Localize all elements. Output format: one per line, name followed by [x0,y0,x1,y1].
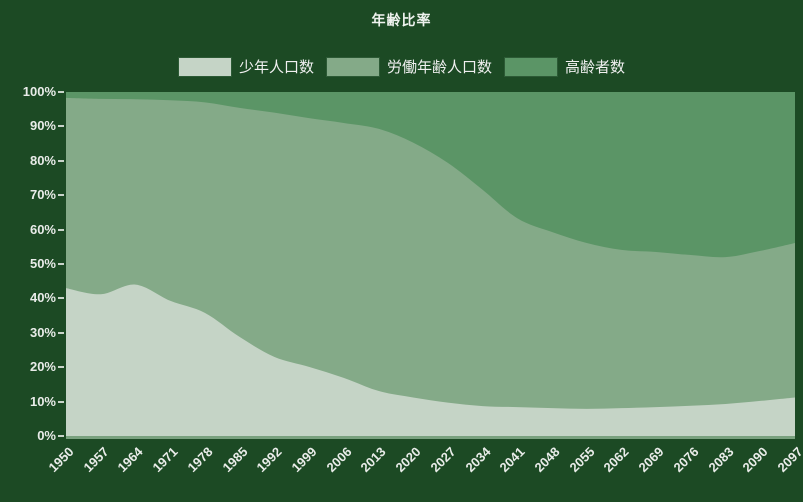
legend: 少年人口数 労働年齢人口数 高齢者数 [0,56,803,77]
x-axis-label: 1950 [45,444,77,476]
y-axis-label: 30% [29,324,56,340]
y-axis-tick [58,366,64,369]
y-axis-label: 50% [29,256,56,271]
x-axis-label: 2097 [774,444,803,476]
y-axis-tick [58,125,64,128]
y-axis-tick [58,331,64,334]
legend-item-elderly[interactable]: 高齢者数 [504,56,625,77]
y-axis-label: 40% [29,290,56,306]
x-axis-label: 2076 [670,444,702,476]
x-axis-label: 2083 [705,444,737,476]
y-axis-tick [58,435,64,437]
plot-area[interactable] [66,92,795,436]
x-axis-label: 2041 [496,444,528,476]
legend-item-working[interactable]: 労働年齢人口数 [325,56,492,77]
y-axis-tick [58,228,64,231]
y-axis-tick [58,194,64,197]
x-axis-label: 1964 [114,444,147,476]
x-axis-label: 2069 [635,444,667,476]
y-axis-label: 20% [29,359,56,375]
x-axis-line [66,436,795,439]
x-axis-label: 2055 [566,444,598,476]
x-axis-label: 2013 [357,444,390,476]
y-axis-tick [58,297,64,300]
legend-swatch-youth[interactable] [177,56,232,77]
y-axis-label: 0% [37,428,56,443]
y-axis-tick [58,263,64,265]
y-axis-label: 80% [29,152,56,168]
x-axis-label: 2062 [600,444,633,476]
chart-title: 年齢比率 [371,12,432,28]
x-axis-label: 1985 [219,444,251,476]
x-axis-label: 1971 [149,444,181,476]
x-axis-label: 2006 [323,444,355,476]
legend-label-elderly[interactable]: 高齢者数 [565,59,626,76]
y-axis-label: 10% [29,393,56,409]
x-axis-label: 2027 [427,444,459,476]
y-axis-tick [58,91,64,93]
legend-swatch-elderly[interactable] [504,56,558,77]
x-axis-label: 1978 [184,444,216,476]
legend-label-working[interactable]: 労働年齢人口数 [386,59,492,76]
area-youth[interactable] [66,284,795,436]
legend-swatch-working[interactable] [325,56,380,77]
x-axis-label: 2020 [392,444,424,476]
y-axis-tick [58,159,64,162]
y-axis-label: 70% [29,187,56,203]
x-axis-label: 2090 [739,444,771,476]
x-axis-label: 2048 [531,444,563,476]
y-axis-label: 100% [22,84,56,99]
x-axis-label: 2034 [462,444,494,476]
x-axis-label: 1992 [253,444,285,476]
legend-label-youth[interactable]: 少年人口数 [238,59,314,76]
legend-item-youth[interactable]: 少年人口数 [177,56,314,77]
y-axis-label: 60% [29,221,56,237]
y-axis-tick [58,400,64,403]
x-axis-label: 1999 [288,444,320,476]
y-axis-label: 90% [29,118,56,134]
x-axis-label: 1957 [80,444,112,476]
